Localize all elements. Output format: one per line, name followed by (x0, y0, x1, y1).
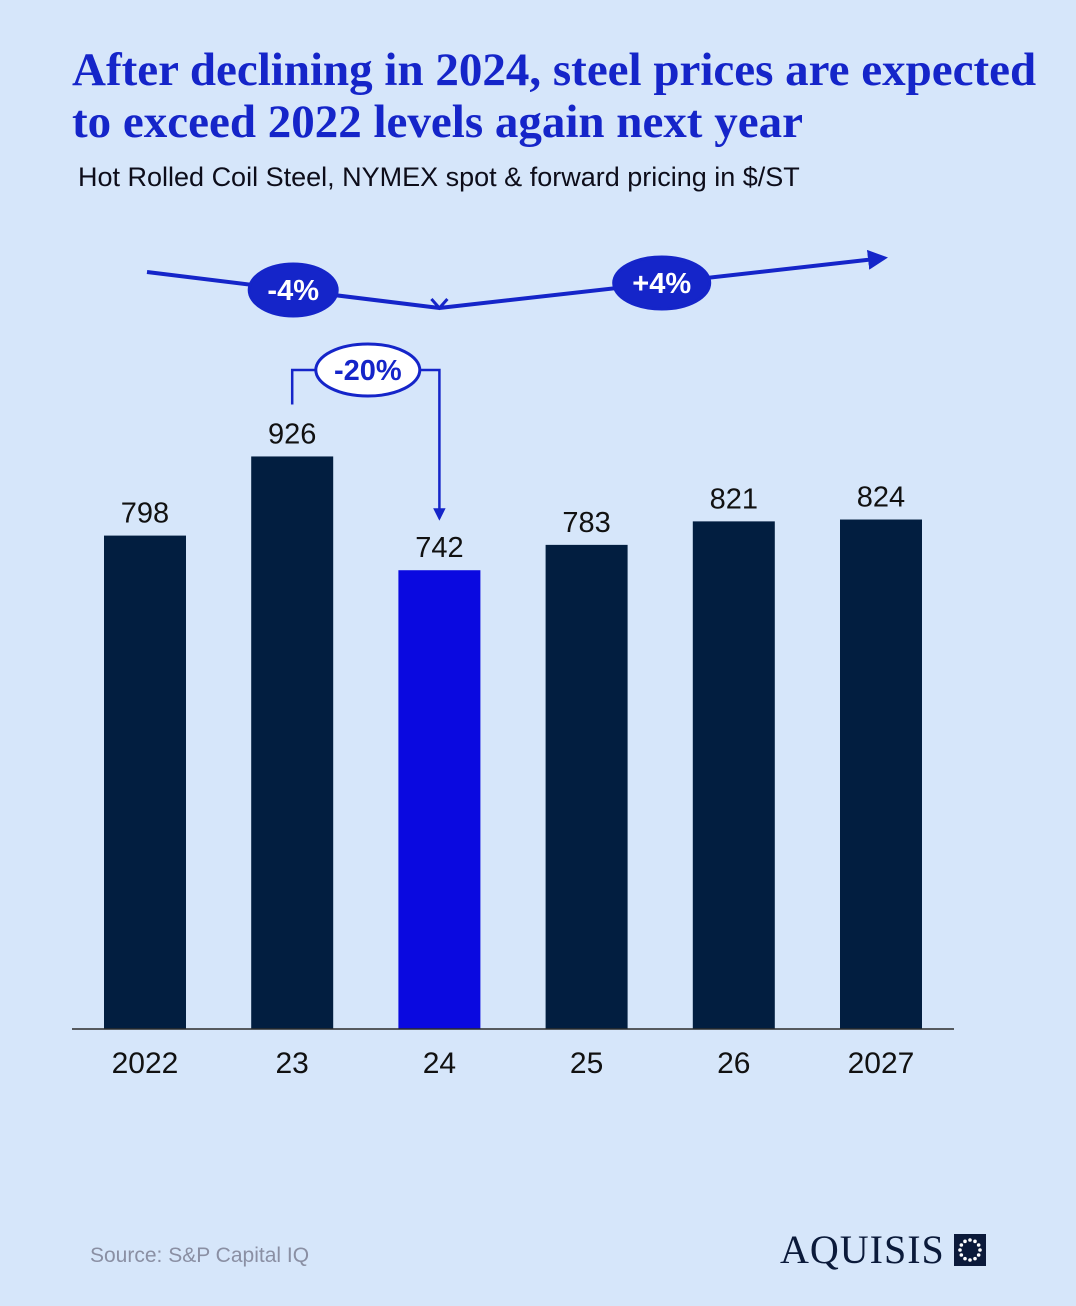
source-note: Source: S&P Capital IQ (90, 1244, 310, 1267)
change-plus-4-badge (612, 255, 712, 311)
bar-value-label: 798 (121, 498, 169, 530)
change-minus-4-badge (247, 262, 339, 318)
bar-26 (692, 521, 775, 1029)
x-tick-label: 25 (570, 1047, 603, 1080)
bar-value-label: 742 (415, 532, 463, 564)
change-minus-20-badge (314, 342, 422, 398)
bar-value-label: 783 (562, 507, 610, 539)
bar-25 (545, 544, 628, 1029)
bar-value-label: 821 (710, 483, 758, 515)
brand-logo: AQUISIS (780, 1226, 987, 1273)
brand-mark-icon (953, 1233, 986, 1266)
bar-value-label: 824 (857, 482, 905, 514)
x-tick-label: 2022 (112, 1047, 179, 1080)
x-tick-label: 23 (276, 1047, 309, 1080)
bar-value-label: 926 (268, 418, 316, 450)
subtitle-rest: , NYMEX spot & forward pricing in $/ST (327, 162, 800, 192)
change-minus-20-label: -20% (334, 355, 402, 387)
change-plus-4-label: +4% (632, 268, 691, 300)
subtitle-bold: Hot Rolled Coil Steel (78, 162, 328, 192)
bar-23 (251, 456, 334, 1029)
chart-subtitle: Hot Rolled Coil Steel, NYMEX spot & forw… (78, 162, 800, 193)
bar-24 (398, 570, 481, 1029)
change-minus-4-label: -4% (267, 275, 319, 307)
brand-name: AQUISIS (780, 1227, 945, 1272)
trend-valley-tick (430, 298, 449, 311)
x-tick-label: 26 (717, 1047, 750, 1080)
chart-title: After declining in 2024, steel prices ar… (72, 44, 1037, 148)
x-tick-label: 2027 (848, 1047, 915, 1080)
bar-2022 (104, 535, 186, 1029)
bar-2027 (840, 519, 922, 1029)
x-tick-label: 24 (423, 1047, 456, 1080)
